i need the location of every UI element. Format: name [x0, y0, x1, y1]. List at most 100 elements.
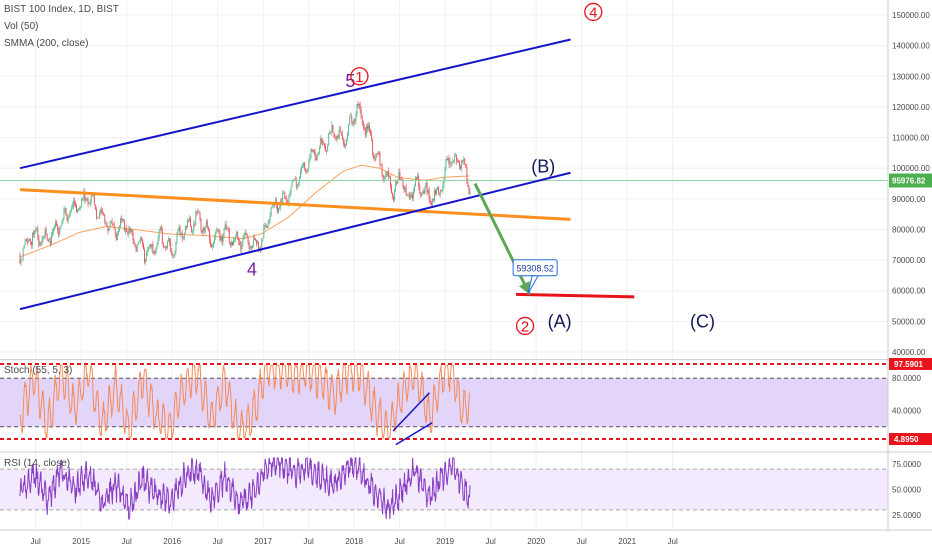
candle-body [245, 232, 247, 234]
price-axis-label: 90000.00 [892, 195, 926, 204]
candle-body [310, 149, 312, 158]
candle-body [403, 187, 405, 190]
candle-body [406, 195, 408, 197]
candle-body [216, 229, 218, 232]
candle-body [276, 206, 278, 213]
price-axis-label: 140000.00 [892, 42, 930, 51]
candle-body [112, 224, 114, 225]
candle-body [146, 252, 148, 259]
candle-body [401, 179, 403, 180]
candle-body [191, 226, 193, 232]
candle-body [46, 234, 48, 239]
candle-body [432, 199, 434, 201]
candle-body [333, 132, 335, 138]
candle-body [347, 134, 349, 139]
candle-body [109, 222, 111, 230]
candle-body [234, 239, 235, 241]
candle-body [78, 208, 80, 210]
time-axis-label: Jul [395, 537, 405, 546]
candle-body [41, 239, 43, 244]
candle-body [372, 139, 374, 155]
candle-body [332, 124, 334, 133]
candle-body [293, 179, 295, 181]
candle-body [398, 171, 400, 181]
candle-body [468, 186, 470, 194]
candle-body [129, 228, 131, 232]
candle-body [143, 243, 144, 250]
candle-body [219, 230, 221, 240]
time-axis-label: Jul [577, 537, 587, 546]
candle-body [421, 193, 423, 197]
candle-body [204, 226, 206, 232]
target-callout-pointer [527, 275, 540, 294]
candle-body [151, 244, 153, 248]
candle-body [235, 236, 237, 240]
candle-body [178, 226, 180, 229]
candle-body [463, 159, 465, 162]
candle-body [220, 236, 222, 240]
candle-body [397, 180, 399, 184]
candle-body [87, 199, 89, 204]
candle-body [60, 225, 62, 228]
wave-label: (C) [690, 311, 715, 331]
candle-body [136, 244, 138, 252]
time-axis-label: 2021 [618, 537, 636, 546]
candle-body [404, 187, 406, 190]
candle-body [139, 237, 141, 241]
candle-body [345, 145, 346, 147]
candle-body [132, 231, 134, 241]
candle-body [141, 239, 143, 244]
wave-label-circle [584, 2, 603, 22]
time-axis-label: 2016 [163, 537, 181, 546]
time-axis-label: 2020 [527, 537, 545, 546]
candle-body [93, 195, 95, 205]
candle-body [250, 245, 252, 249]
candle-body [429, 199, 431, 202]
candle-body [218, 228, 220, 231]
wave-label-circle [350, 67, 369, 86]
candle-body [453, 155, 455, 162]
candle-body [407, 195, 409, 196]
candle-body [199, 212, 201, 220]
candle-body [458, 161, 459, 163]
candle-body [206, 221, 208, 228]
candle-body [455, 155, 457, 162]
candle-body [303, 162, 305, 166]
candle-body [431, 199, 433, 205]
stoch-level-tag-label: 4.8950 [894, 435, 919, 444]
candle-body [89, 203, 91, 204]
stoch-level-tag-label: 97.5901 [894, 360, 923, 369]
wave-label: 1 [355, 69, 363, 86]
candle-body [26, 240, 28, 243]
candle-body [182, 238, 184, 240]
candle-body [291, 181, 293, 187]
candle-body [201, 230, 203, 233]
candle-body [335, 139, 337, 140]
candle-body [425, 182, 427, 188]
candle-body [77, 209, 79, 213]
candle-body [244, 232, 246, 236]
candle-body [56, 221, 58, 226]
candle-body [370, 130, 372, 134]
candle-body [304, 162, 306, 169]
candle-body [45, 229, 47, 235]
candle-body [195, 211, 197, 225]
candle-body [158, 230, 160, 238]
candle-body [173, 254, 175, 256]
candle-body [80, 206, 82, 208]
candle-body [150, 244, 152, 248]
candle-body [22, 248, 24, 260]
candle-body [392, 192, 394, 196]
candle-body [252, 237, 254, 246]
candle-body [231, 242, 233, 246]
stoch-panel [0, 362, 888, 446]
candle-body [64, 208, 66, 210]
candle-body [373, 154, 375, 160]
candle-body [102, 211, 104, 214]
stoch-indicator-label: Stoch (55, 5, 3) [4, 365, 73, 376]
candle-body [329, 131, 331, 134]
candle-body [312, 149, 314, 152]
candle-body [358, 103, 360, 106]
candle-body [115, 233, 117, 241]
